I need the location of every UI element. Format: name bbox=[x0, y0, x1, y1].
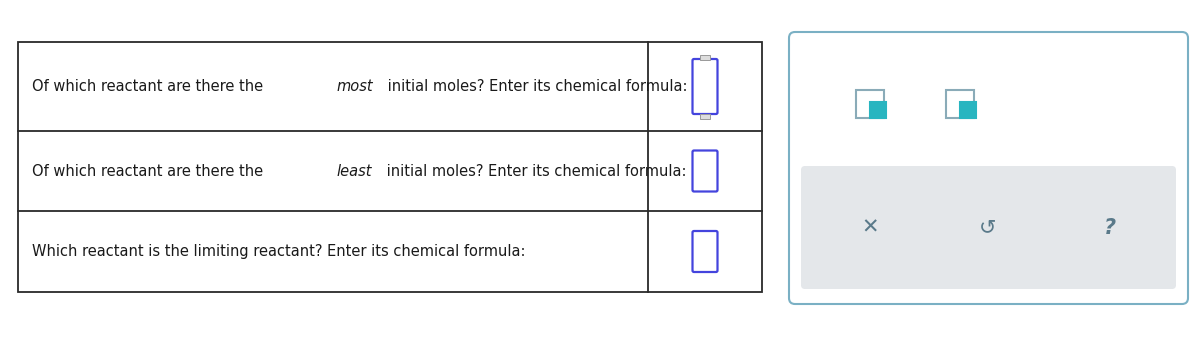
Bar bbox=[946, 90, 974, 118]
Text: ↺: ↺ bbox=[979, 217, 997, 238]
FancyBboxPatch shape bbox=[790, 32, 1188, 304]
Text: Which reactant is the limiting reactant? Enter its chemical formula:: Which reactant is the limiting reactant?… bbox=[32, 244, 526, 259]
Text: most: most bbox=[336, 79, 373, 94]
Bar bbox=[870, 102, 886, 118]
Text: least: least bbox=[336, 163, 372, 179]
Text: ?: ? bbox=[1104, 217, 1116, 238]
FancyBboxPatch shape bbox=[692, 231, 718, 272]
Bar bbox=[700, 55, 710, 60]
Bar bbox=[960, 102, 976, 118]
Text: Of which reactant are there the: Of which reactant are there the bbox=[32, 163, 268, 179]
Text: Of which reactant are there the: Of which reactant are there the bbox=[32, 79, 268, 94]
Text: initial moles? Enter its chemical formula:: initial moles? Enter its chemical formul… bbox=[382, 163, 686, 179]
FancyBboxPatch shape bbox=[692, 59, 718, 114]
Text: ✕: ✕ bbox=[862, 217, 878, 238]
Text: initial moles? Enter its chemical formula:: initial moles? Enter its chemical formul… bbox=[384, 79, 688, 94]
Bar bbox=[700, 114, 710, 119]
Bar bbox=[856, 90, 884, 118]
FancyBboxPatch shape bbox=[802, 166, 1176, 289]
FancyBboxPatch shape bbox=[692, 151, 718, 191]
